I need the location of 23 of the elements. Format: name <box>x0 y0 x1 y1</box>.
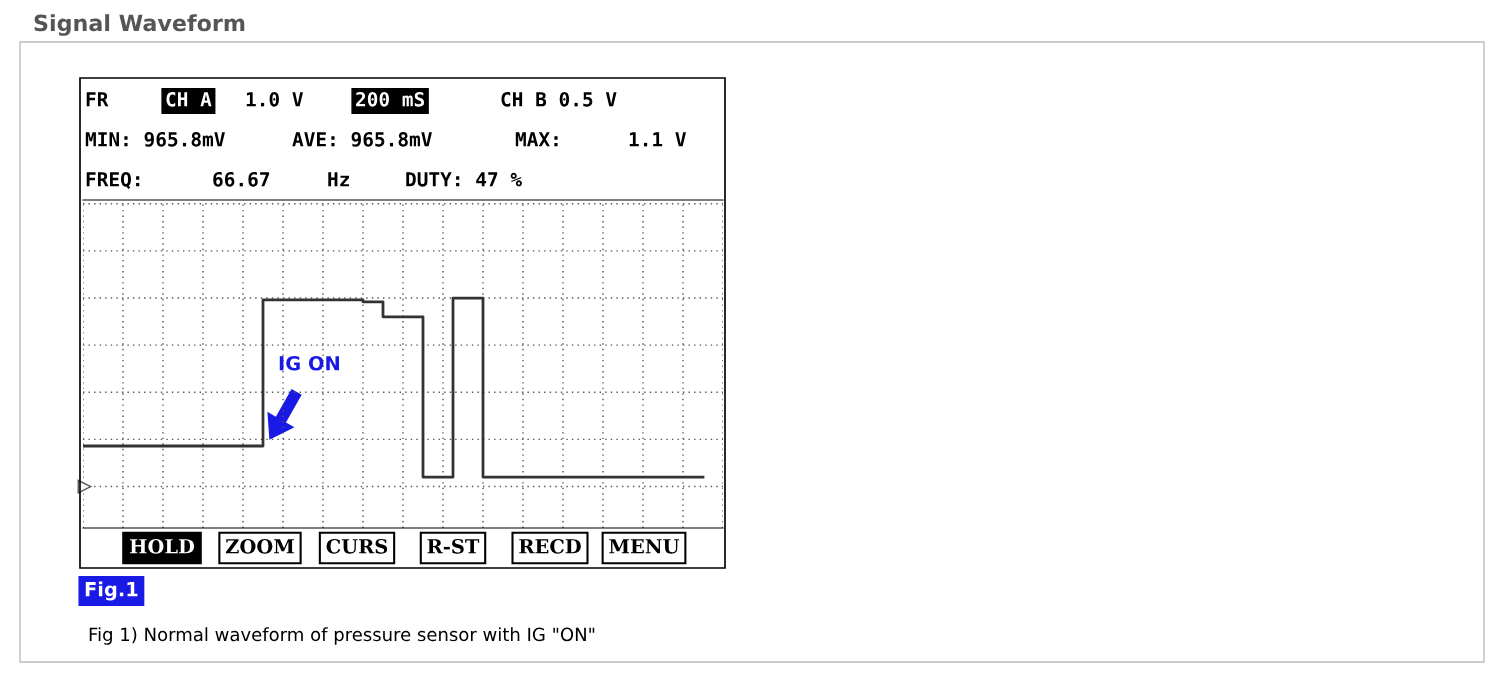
text: CURS <box>326 538 388 554</box>
text: R-ST <box>427 538 480 554</box>
text: AVE: 965.8mV <box>292 131 432 147</box>
caption: Fig.1 <box>85 581 138 601</box>
text: 66.67 <box>213 171 270 187</box>
text: 200 mS <box>356 91 425 107</box>
annotation: IG ON <box>279 355 339 371</box>
text: FREQ: <box>86 171 140 190</box>
text: 1.1 V <box>629 132 686 147</box>
text: FR <box>86 92 109 107</box>
text: RECD <box>519 538 581 554</box>
caption: Fig 1) Normal waveform of pressure sensor with IG "ON" <box>89 627 595 645</box>
text: MENU <box>609 539 680 554</box>
chart-title: Signal Waveform <box>34 14 245 36</box>
text: CH A <box>166 91 212 107</box>
text: DUTY: 47 % <box>406 172 522 187</box>
text: HOLD <box>129 538 195 554</box>
text: MIN: 965.8mV <box>85 131 225 147</box>
text: 1.0 V <box>246 91 303 107</box>
text: Hz <box>328 172 349 187</box>
text: MAX: <box>515 132 558 147</box>
text: CH B 0.5 V <box>501 91 617 107</box>
text: ZOOM <box>225 538 294 554</box>
